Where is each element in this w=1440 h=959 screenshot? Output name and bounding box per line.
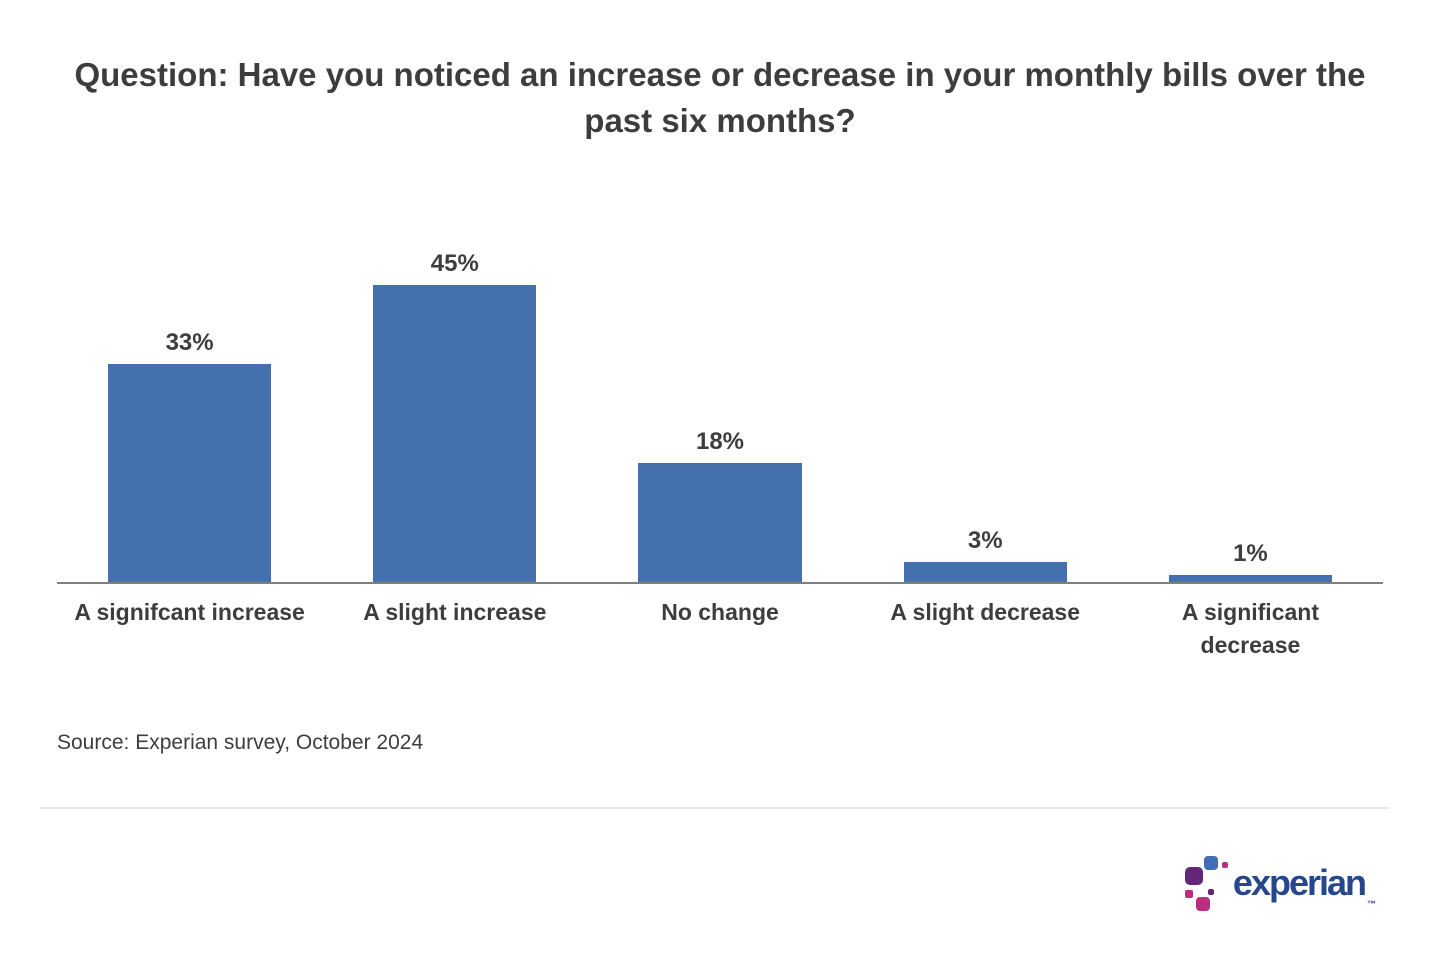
bars-row: 33% 45% 18% 3% 1% bbox=[57, 247, 1383, 585]
trademark-symbol: ™ bbox=[1367, 898, 1376, 909]
bar-column: 18% bbox=[587, 247, 852, 583]
category-label: A slight decrease bbox=[890, 599, 1081, 626]
divider-line bbox=[40, 806, 1390, 809]
bar-column: 45% bbox=[322, 247, 587, 583]
page-title: Question: Have you noticed an increase o… bbox=[74, 56, 1366, 139]
bar bbox=[108, 364, 272, 583]
category-label: A signifcant increase bbox=[74, 599, 305, 626]
bar-column: 33% bbox=[57, 247, 322, 583]
bar-column: 3% bbox=[853, 247, 1118, 583]
logo-row: experian ™ bbox=[0, 853, 1376, 913]
bar-value-label: 1% bbox=[1233, 540, 1268, 568]
logo-wordmark: experian bbox=[1232, 861, 1367, 903]
category-labels-row: A signifcant increase A slight increase No… bbox=[57, 584, 1383, 663]
bar bbox=[903, 562, 1067, 583]
source-caption: Source: Experian survey, October 2024 bbox=[57, 730, 424, 754]
category-label: A significant decrease bbox=[1181, 599, 1319, 659]
category-label: A slight increase bbox=[363, 599, 547, 626]
category-label: No change bbox=[661, 599, 779, 626]
bar-column: 1% bbox=[1118, 247, 1383, 583]
logo-square-pink-dot bbox=[1221, 861, 1228, 868]
bar-chart: 33% 45% 18% 3% 1% A signifcant increase A sli… bbox=[57, 247, 1383, 663]
logo-square-purple-dot bbox=[1207, 888, 1214, 895]
experian-logo-icon bbox=[1183, 853, 1231, 913]
logo-square-pink-small bbox=[1184, 889, 1193, 898]
experian-logo: experian ™ bbox=[1183, 853, 1376, 913]
bar-value-label: 18% bbox=[695, 428, 745, 456]
bar-value-label: 45% bbox=[430, 250, 479, 278]
logo-square-purple bbox=[1184, 866, 1203, 885]
bar-value-label: 33% bbox=[165, 329, 214, 357]
bar-value-label: 3% bbox=[967, 527, 1003, 555]
bar bbox=[1168, 575, 1332, 583]
logo-square-magenta bbox=[1195, 896, 1210, 911]
bar bbox=[638, 463, 802, 583]
logo-square-blue bbox=[1203, 855, 1218, 870]
bar bbox=[373, 285, 537, 583]
